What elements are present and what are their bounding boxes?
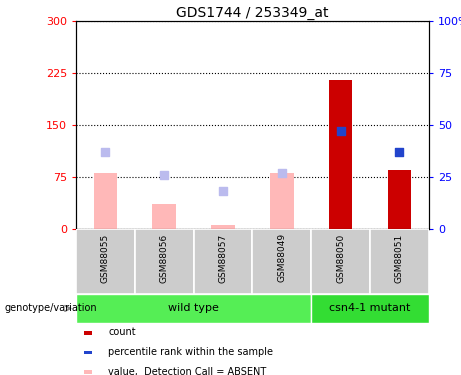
Bar	[211, 225, 235, 229]
Text: GSM88051: GSM88051	[395, 233, 404, 283]
Bar	[94, 173, 117, 229]
Text: GSM88057: GSM88057	[219, 233, 228, 283]
Bar	[311, 229, 370, 294]
Text: GSM88056: GSM88056	[160, 233, 169, 283]
Bar	[253, 229, 311, 294]
Text: GSM88049: GSM88049	[277, 233, 286, 282]
Text: csn4-1 mutant: csn4-1 mutant	[329, 303, 411, 313]
Bar	[135, 229, 194, 294]
Bar	[388, 170, 411, 229]
Point	[102, 149, 109, 155]
Bar	[76, 229, 135, 294]
Bar	[329, 80, 352, 229]
Point	[160, 172, 168, 178]
Bar	[194, 229, 253, 294]
Point	[396, 149, 403, 155]
Point	[219, 188, 227, 194]
Bar	[311, 294, 429, 322]
Text: percentile rank within the sample: percentile rank within the sample	[108, 347, 273, 357]
Bar	[370, 229, 429, 294]
Text: genotype/variation: genotype/variation	[5, 303, 97, 313]
Text: wild type: wild type	[168, 303, 219, 313]
Bar	[153, 204, 176, 229]
Text: count: count	[108, 327, 136, 338]
Bar	[76, 294, 311, 322]
Bar	[83, 331, 92, 334]
Point	[337, 128, 344, 134]
Bar	[83, 370, 92, 374]
Text: value,  Detection Call = ABSENT: value, Detection Call = ABSENT	[108, 367, 266, 375]
Point	[278, 170, 285, 176]
Bar	[270, 173, 294, 229]
Text: GSM88055: GSM88055	[101, 233, 110, 283]
Title: GDS1744 / 253349_at: GDS1744 / 253349_at	[176, 6, 329, 20]
Text: GSM88050: GSM88050	[336, 233, 345, 283]
Bar	[83, 351, 92, 354]
